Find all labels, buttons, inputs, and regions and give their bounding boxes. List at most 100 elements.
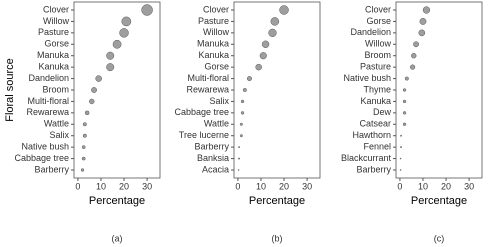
y-tick-label: Rewarewa — [186, 84, 229, 94]
dot — [106, 51, 115, 60]
x-tick-label: 0 — [235, 181, 240, 191]
x-tick-label: 30 — [142, 181, 152, 191]
y-tick-label: Dandelion — [350, 27, 391, 37]
y-tick-label: Pasture — [38, 27, 69, 37]
plot-frame — [73, 1, 161, 179]
x-tick-label: 20 — [441, 181, 451, 191]
x-tick-label: 20 — [119, 181, 129, 191]
y-tick-label: Clover — [203, 4, 229, 14]
dot — [410, 64, 416, 70]
y-tick-label: Rewarewa — [26, 107, 69, 117]
dot — [82, 122, 87, 127]
dot — [255, 63, 262, 71]
dot — [106, 63, 115, 72]
y-tick-label: Broom — [42, 84, 69, 94]
dot — [402, 88, 407, 92]
y-tick-label: Barberry — [194, 142, 229, 152]
y-tick-label: Salix — [49, 130, 69, 140]
dot — [419, 18, 427, 25]
dot — [240, 111, 245, 115]
dot — [91, 87, 97, 93]
x-tick-label: 10 — [96, 181, 106, 191]
y-tick-label: Willow — [43, 16, 69, 26]
x-tick-label: 10 — [256, 181, 266, 191]
dot — [400, 134, 403, 137]
y-tick-label: Banksia — [197, 153, 229, 163]
y-tick-label: Cabbage tree — [174, 107, 229, 117]
y-tick-label: Native bush — [343, 73, 391, 83]
y-tick-label: Willow — [203, 27, 229, 37]
y-tick-label: Thyme — [363, 84, 391, 94]
y-tick-label: Dandelion — [28, 73, 69, 83]
dot — [238, 157, 241, 160]
y-tick-label: Salix — [209, 96, 229, 106]
dot — [261, 40, 270, 48]
dot — [240, 99, 245, 104]
y-tick-label: Kanuka — [360, 96, 391, 106]
y-tick-label: Clover — [365, 4, 391, 14]
dot — [402, 111, 407, 115]
panel-caption: (c) — [434, 233, 445, 243]
y-tick-label: Acacia — [202, 164, 229, 174]
x-tick-label: 10 — [418, 181, 428, 191]
y-tick-label: Tree lucerne — [179, 130, 229, 140]
y-tick-label: Kanuka — [198, 50, 229, 60]
dot — [242, 88, 247, 92]
panel-caption: (b) — [272, 233, 283, 243]
y-tick-label: Wattle — [44, 119, 69, 129]
y-tick-label: Cabbage tree — [14, 153, 69, 163]
y-tick-label: Pasture — [198, 16, 229, 26]
dot — [400, 146, 403, 149]
x-axis-label: Percentage — [249, 195, 305, 207]
dot — [121, 16, 132, 27]
dot — [404, 76, 409, 81]
dot — [422, 6, 431, 14]
dot — [402, 99, 407, 104]
y-tick-label: Gorse — [366, 16, 391, 26]
y-tick-label: Fennel — [363, 142, 391, 152]
y-axis-label: Floral source — [4, 58, 16, 122]
dot — [239, 134, 243, 138]
dot — [239, 122, 243, 126]
dot — [141, 4, 153, 16]
y-tick-label: Barberry — [356, 164, 391, 174]
dot — [81, 156, 86, 161]
y-tick-label: Willow — [365, 39, 391, 49]
dot — [89, 98, 95, 105]
x-axis-label: Percentage — [411, 195, 467, 207]
y-tick-label: Multi-floral — [27, 96, 69, 106]
y-tick-label: Broom — [364, 50, 391, 60]
dot — [95, 75, 102, 82]
y-tick-label: Catsear — [359, 119, 391, 129]
dot — [82, 133, 87, 138]
dot — [270, 17, 280, 26]
y-tick-label: Gorse — [204, 62, 229, 72]
y-tick-label: Blackcurrant — [341, 153, 392, 163]
y-tick-label: Kanuka — [38, 62, 69, 72]
dot — [119, 28, 129, 38]
x-tick-label: 30 — [302, 181, 312, 191]
y-tick-label: Clover — [43, 4, 69, 14]
y-tick-label: Manuka — [37, 50, 69, 60]
dot — [413, 41, 419, 48]
dot — [259, 52, 267, 60]
plot-frame — [395, 1, 483, 179]
dot — [268, 28, 277, 37]
y-tick-label: Manuka — [197, 39, 229, 49]
dot — [279, 5, 289, 15]
x-tick-label: 0 — [75, 181, 80, 191]
dot — [399, 157, 402, 160]
dot — [238, 146, 241, 149]
dot — [81, 145, 86, 149]
x-axis-label: Percentage — [89, 195, 145, 207]
y-tick-label: Wattle — [204, 119, 229, 129]
x-tick-label: 0 — [397, 181, 402, 191]
dot — [80, 168, 85, 172]
dot — [112, 39, 122, 49]
y-tick-label: Dew — [373, 107, 392, 117]
y-tick-label: Barberry — [34, 164, 69, 174]
y-tick-label: Native bush — [21, 142, 69, 152]
x-tick-label: 20 — [279, 181, 289, 191]
dot — [418, 29, 426, 37]
